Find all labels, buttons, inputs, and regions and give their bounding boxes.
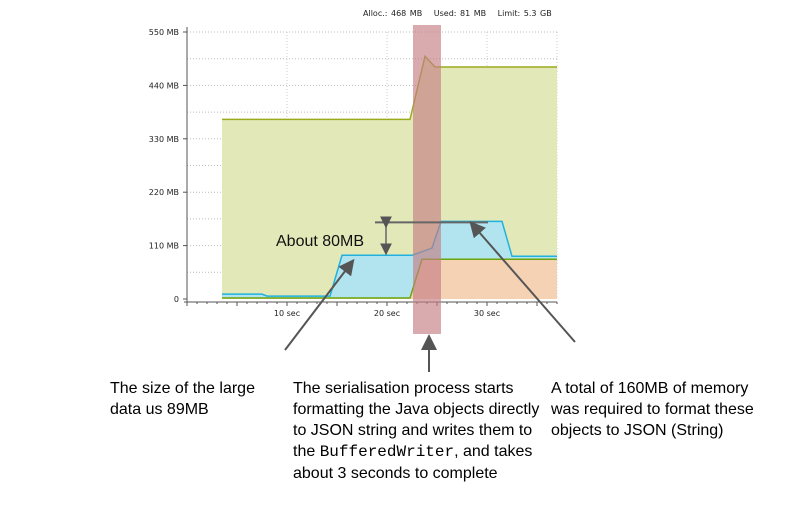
note-left: The size of the large data us 89MB bbox=[110, 380, 255, 418]
note-middle-code: BufferedWriter bbox=[319, 443, 455, 461]
y-tick-label: 440 MB bbox=[149, 81, 179, 90]
note-right: A total of 160MB of memory was required … bbox=[551, 380, 754, 439]
x-tick-label: 20 sec bbox=[374, 309, 400, 318]
series-areas bbox=[222, 54, 557, 299]
used-label: Used: 81 MB bbox=[433, 9, 487, 18]
area-live bbox=[222, 259, 557, 299]
y-tick-label: 110 MB bbox=[149, 242, 179, 251]
annotation-layer bbox=[375, 216, 488, 256]
highlight-band bbox=[413, 25, 441, 334]
note-middle: The serialisation process starts formatt… bbox=[293, 378, 545, 484]
y-tick-label: 550 MB bbox=[149, 28, 179, 37]
arrow-left bbox=[284, 258, 355, 351]
x-tick-label: 10 sec bbox=[274, 309, 300, 318]
note-middle-text: The serialisation process starts formatt… bbox=[293, 380, 540, 460]
limit-label: Limit: 5.3 GB bbox=[497, 9, 552, 18]
axes: 0 110 MB 220 MB 330 MB 440 MB 550 MB 10 sec 20 … bbox=[149, 27, 558, 318]
delta-label: About 80MB bbox=[276, 233, 364, 250]
arrow-right bbox=[469, 220, 576, 343]
y-tick-label: 220 MB bbox=[149, 188, 179, 197]
memory-summary: Alloc.: 468 MB Used: 81 MB Limit: 5.3 GB bbox=[363, 9, 560, 18]
line-used bbox=[222, 220, 557, 297]
x-tick-label: 30 sec bbox=[474, 309, 500, 318]
y-tick-label: 0 bbox=[174, 295, 179, 304]
alloc-label: Alloc.: 468 MB bbox=[363, 9, 423, 18]
note-middle-text-end: , and takes about 3 seconds to complete bbox=[293, 443, 533, 482]
y-tick-label: 330 MB bbox=[149, 135, 179, 144]
